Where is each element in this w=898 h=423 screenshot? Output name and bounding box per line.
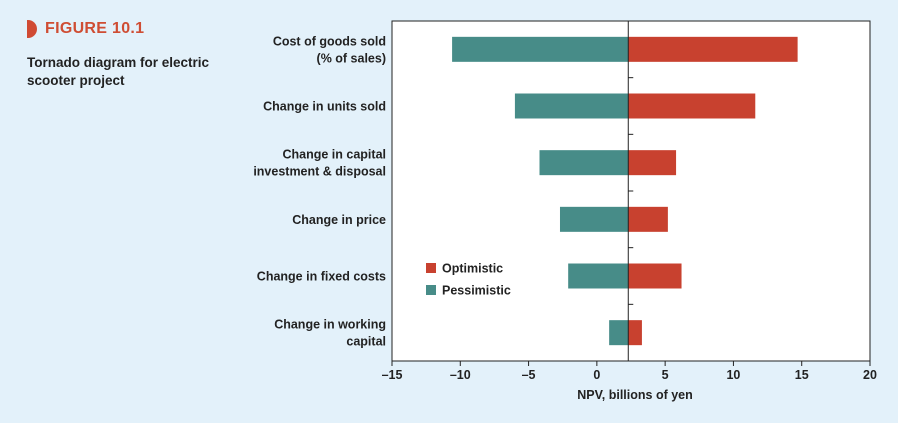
legend-swatch-pessimistic (426, 285, 436, 295)
bar-pessimistic-5 (609, 320, 629, 346)
category-label: Cost of goods sold (273, 34, 386, 48)
x-tick-label: 10 (726, 368, 740, 382)
bar-optimistic-5 (628, 320, 642, 346)
x-axis-title: NPV, billions of yen (577, 388, 693, 402)
legend-swatch-optimistic (426, 263, 436, 273)
legend-label-pessimistic: Pessimistic (442, 284, 511, 298)
bar-pessimistic-3 (559, 206, 629, 232)
bar-pessimistic-0 (452, 36, 629, 62)
figure-marker-icon (27, 20, 37, 38)
bar-optimistic-1 (628, 93, 756, 119)
bar-optimistic-3 (628, 206, 668, 232)
category-label: Change in working (274, 318, 386, 332)
bar-optimistic-0 (628, 36, 798, 62)
category-labels: Cost of goods sold (% of sales) Change in … (253, 34, 386, 348)
x-tick-label: 20 (863, 368, 877, 382)
bar-optimistic-4 (628, 263, 682, 289)
category-label: (% of sales) (317, 51, 386, 65)
bar-pessimistic-4 (568, 263, 629, 289)
x-tick-label: 0 (593, 368, 600, 382)
figure-caption: Tornado diagram for electric scooter pro… (27, 55, 210, 88)
row-ticks (628, 77, 634, 305)
x-tick-label: –5 (522, 368, 536, 382)
category-label: Change in units sold (263, 100, 386, 114)
category-label: capital (346, 335, 386, 349)
legend-label-optimistic: Optimistic (442, 262, 503, 276)
category-label: Change in price (292, 213, 386, 227)
category-label: investment & disposal (253, 165, 386, 179)
bars-group (452, 36, 798, 346)
x-tick-label: –10 (450, 368, 471, 382)
bar-optimistic-2 (628, 150, 677, 176)
category-label: Change in capital (283, 148, 387, 162)
bar-pessimistic-1 (514, 93, 629, 119)
figure-header: FIGURE 10.1 (27, 20, 144, 38)
category-label: Change in fixed costs (257, 270, 386, 284)
x-axis-ticks: –15 –10 –5 0 5 10 15 20 (382, 361, 877, 382)
x-tick-label: 5 (662, 368, 669, 382)
legend: Optimistic Pessimistic (426, 262, 511, 298)
x-tick-label: –15 (382, 368, 403, 382)
bar-pessimistic-2 (539, 150, 629, 176)
x-tick-label: 15 (795, 368, 809, 382)
figure-label: FIGURE 10.1 (45, 20, 145, 37)
